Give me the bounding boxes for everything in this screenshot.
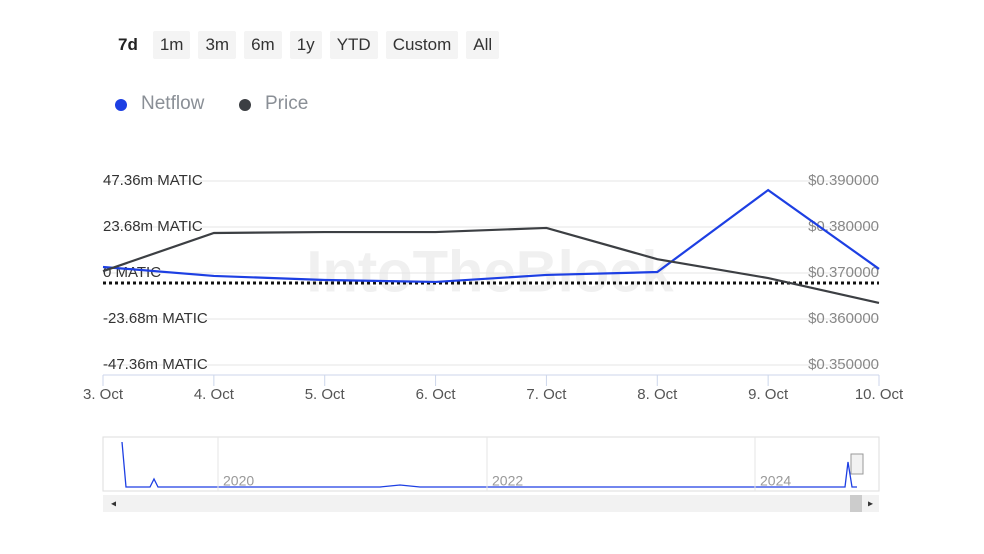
series-line xyxy=(102,226,880,304)
x-tick-label: 10. Oct xyxy=(855,386,904,403)
series-line xyxy=(102,188,880,284)
range-button[interactable]: YTD xyxy=(329,31,378,59)
y-tick-label: 47.36m MATIC xyxy=(103,172,203,189)
scrollbar-thumb[interactable] xyxy=(850,495,862,512)
x-tick-label: 9. Oct xyxy=(748,386,789,403)
navigator-label: 2024 xyxy=(760,473,791,489)
navigator-label: 2020 xyxy=(223,473,254,489)
range-button[interactable]: 3m xyxy=(198,31,237,59)
range-button[interactable]: Custom xyxy=(385,31,459,59)
legend-marker xyxy=(239,99,251,111)
x-tick-label: 7. Oct xyxy=(526,386,567,403)
legend-marker xyxy=(115,99,127,111)
y-tick-label: 23.68m MATIC xyxy=(103,218,203,235)
y2-tick-label: $0.370000 xyxy=(808,264,879,281)
x-tick-label: 3. Oct xyxy=(83,386,124,403)
range-button[interactable]: 6m xyxy=(244,31,282,59)
y2-tick-label: $0.360000 xyxy=(808,310,879,327)
navigator-handle[interactable] xyxy=(850,453,864,475)
navigator-series xyxy=(121,441,857,488)
watermark: IntoTheBlock xyxy=(306,239,674,304)
legend-label: Netflow xyxy=(141,93,205,114)
y2-tick-label: $0.390000 xyxy=(808,172,879,189)
range-button[interactable]: 1y xyxy=(289,31,322,59)
x-tick-label: 4. Oct xyxy=(194,386,235,403)
range-button[interactable]: 7d xyxy=(111,31,145,59)
navigator-label: 2022 xyxy=(492,473,523,489)
scroll-left[interactable]: ◂ xyxy=(111,499,116,510)
x-tick-label: 5. Oct xyxy=(305,386,346,403)
scrollbar[interactable] xyxy=(103,495,879,512)
y-tick-label: -23.68m MATIC xyxy=(103,310,208,327)
x-tick-label: 6. Oct xyxy=(416,386,457,403)
range-button[interactable]: All xyxy=(466,31,500,59)
range-button[interactable]: 1m xyxy=(152,31,191,59)
legend-label: Price xyxy=(265,93,308,114)
x-tick-label: 8. Oct xyxy=(637,386,678,403)
navigator xyxy=(102,436,880,492)
y-tick-label: -47.36m MATIC xyxy=(103,356,208,373)
y2-tick-label: $0.350000 xyxy=(808,356,879,373)
y-tick-label: 0 MATIC xyxy=(103,264,161,281)
range-buttons: 7d 1m 3m 6m 1y YTD Custom All xyxy=(111,31,500,59)
scroll-right[interactable]: ▸ xyxy=(868,499,873,510)
